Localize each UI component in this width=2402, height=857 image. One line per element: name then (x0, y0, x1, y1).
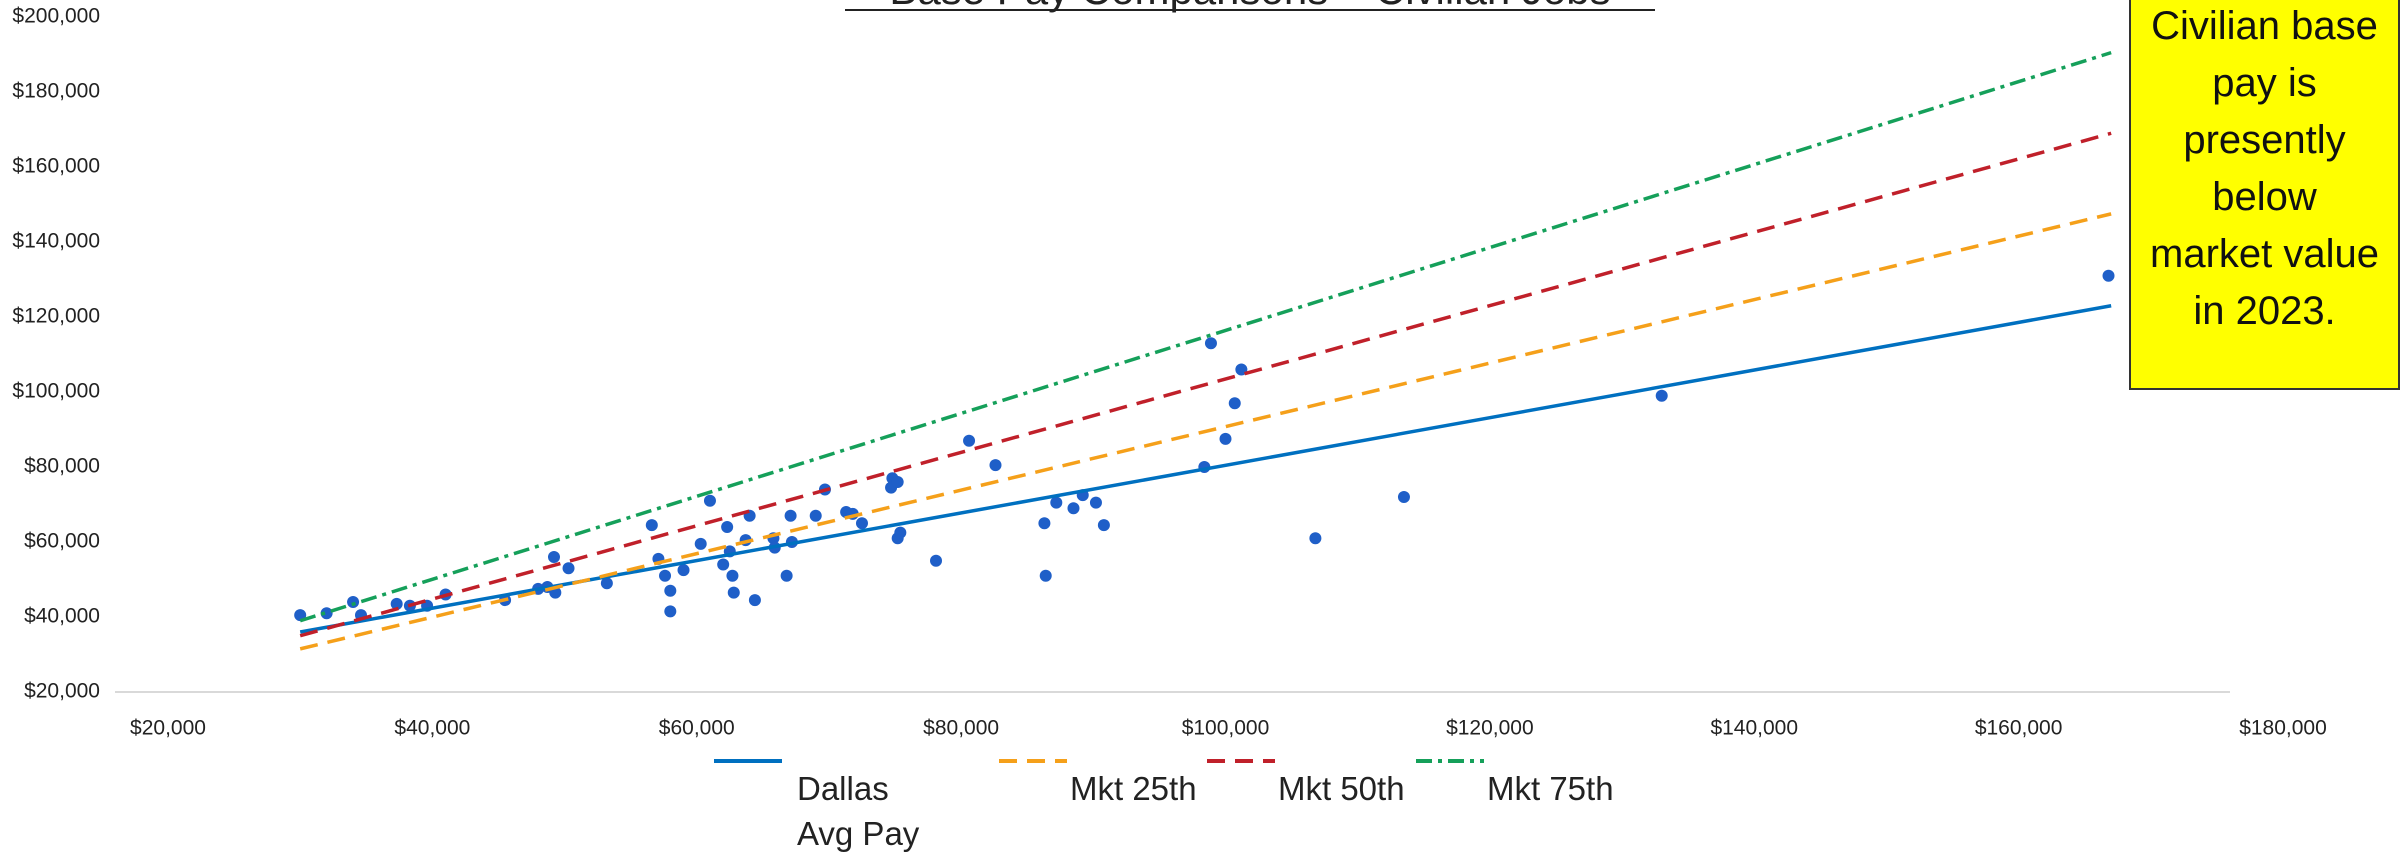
legend-label: Dallas Avg Pay (797, 770, 920, 852)
x-tick-label: $100,000 (1182, 717, 1270, 740)
data-point (562, 562, 575, 575)
y-tick-label: $200,000 (12, 5, 100, 28)
data-point (809, 509, 822, 522)
x-tick-label: $40,000 (394, 717, 470, 740)
data-point (780, 569, 793, 582)
data-point (989, 459, 1002, 472)
data-point (1397, 491, 1410, 503)
data-point (1089, 496, 1102, 509)
data-point (390, 597, 403, 610)
x-tick-label: $180,000 (2239, 717, 2327, 740)
data-point (1039, 569, 1052, 582)
data-point (677, 564, 690, 577)
chart-title: Base Pay Comparisons – Civilian Jobs (889, 0, 1610, 13)
data-point (930, 554, 943, 567)
data-point (894, 526, 907, 539)
data-point (727, 586, 740, 599)
trend-line (299, 50, 2112, 623)
data-point (320, 607, 333, 620)
y-tick-label: $100,000 (12, 380, 100, 403)
data-point (547, 551, 560, 563)
x-tick-label: $60,000 (659, 717, 735, 740)
data-point (963, 434, 976, 447)
data-point (717, 558, 730, 571)
legend-label: Mkt 50th (1278, 770, 1405, 807)
data-point (1228, 397, 1241, 410)
data-point (1309, 532, 1322, 545)
data-point (784, 509, 797, 522)
x-tick-label: $80,000 (923, 717, 999, 740)
x-tick-label: $120,000 (1446, 717, 1534, 740)
trend-line (299, 212, 2112, 651)
y-tick-label: $60,000 (24, 530, 100, 553)
data-point (1655, 389, 1668, 402)
data-point (891, 476, 904, 488)
data-point (600, 577, 613, 590)
y-tick-label: $20,000 (24, 680, 100, 703)
y-tick-label: $80,000 (24, 455, 100, 478)
y-tick-label: $180,000 (12, 80, 100, 103)
data-point (664, 605, 677, 618)
data-point (664, 584, 677, 597)
data-point (1219, 432, 1232, 445)
y-tick-label: $40,000 (24, 605, 100, 628)
annotation-box: Civilian base pay is presently below mar… (2129, 0, 2400, 390)
legend-label: Mkt 25th (1070, 770, 1197, 807)
data-point (694, 537, 707, 550)
data-point (659, 569, 672, 582)
data-point (855, 517, 868, 530)
data-point (726, 569, 739, 582)
x-tick-label: $20,000 (130, 717, 206, 740)
data-point (703, 494, 716, 507)
trend-line (299, 304, 2112, 634)
data-point (2102, 269, 2115, 282)
x-tick-label: $140,000 (1710, 717, 1798, 740)
y-tick-label: $120,000 (12, 305, 100, 328)
data-point (1038, 517, 1051, 530)
data-point (748, 594, 761, 607)
x-tick-label: $160,000 (1975, 717, 2063, 740)
data-point (645, 519, 658, 532)
data-point (347, 596, 360, 608)
y-tick-label: $160,000 (12, 155, 100, 178)
data-point (1067, 502, 1080, 515)
data-point (1204, 337, 1217, 350)
y-tick-label: $140,000 (12, 230, 100, 253)
trend-line (299, 131, 2112, 638)
data-point (1050, 496, 1063, 509)
data-point (1097, 519, 1110, 532)
legend-label: Mkt 75th (1487, 770, 1614, 807)
data-point (721, 521, 734, 533)
